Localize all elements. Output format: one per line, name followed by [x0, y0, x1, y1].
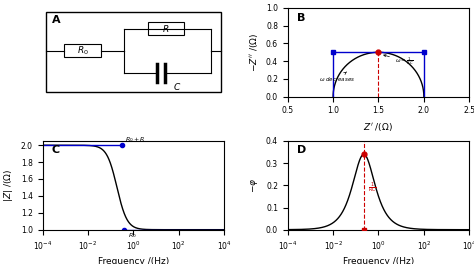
Text: $R$: $R$: [163, 23, 170, 34]
Y-axis label: $-\varphi$: $-\varphi$: [249, 178, 260, 193]
Text: $R_0$: $R_0$: [77, 45, 89, 57]
Text: $\omega=\frac{1}{RC}$: $\omega=\frac{1}{RC}$: [384, 55, 413, 67]
FancyBboxPatch shape: [46, 12, 220, 92]
Text: C: C: [52, 145, 60, 155]
Text: D: D: [297, 145, 306, 155]
Text: $\omega$ decreases: $\omega$ decreases: [319, 72, 356, 83]
Text: B: B: [297, 13, 305, 23]
Text: A: A: [52, 15, 60, 25]
Text: $C$: $C$: [173, 81, 182, 92]
X-axis label: Frequency /(Hz): Frequency /(Hz): [343, 257, 414, 264]
X-axis label: Frequency /(Hz): Frequency /(Hz): [98, 257, 169, 264]
Text: $\frac{1}{RC}$: $\frac{1}{RC}$: [368, 181, 377, 195]
FancyBboxPatch shape: [148, 22, 184, 35]
Y-axis label: $|Z|\ /(\Omega)$: $|Z|\ /(\Omega)$: [2, 169, 15, 202]
Y-axis label: $-Z''\ /(\Omega)$: $-Z''\ /(\Omega)$: [248, 33, 260, 72]
Text: $R_0 + R$: $R_0 + R$: [125, 135, 146, 144]
FancyBboxPatch shape: [64, 44, 101, 58]
X-axis label: $Z'\ /(\Omega)$: $Z'\ /(\Omega)$: [364, 121, 393, 133]
Text: $R_0$: $R_0$: [128, 231, 137, 240]
